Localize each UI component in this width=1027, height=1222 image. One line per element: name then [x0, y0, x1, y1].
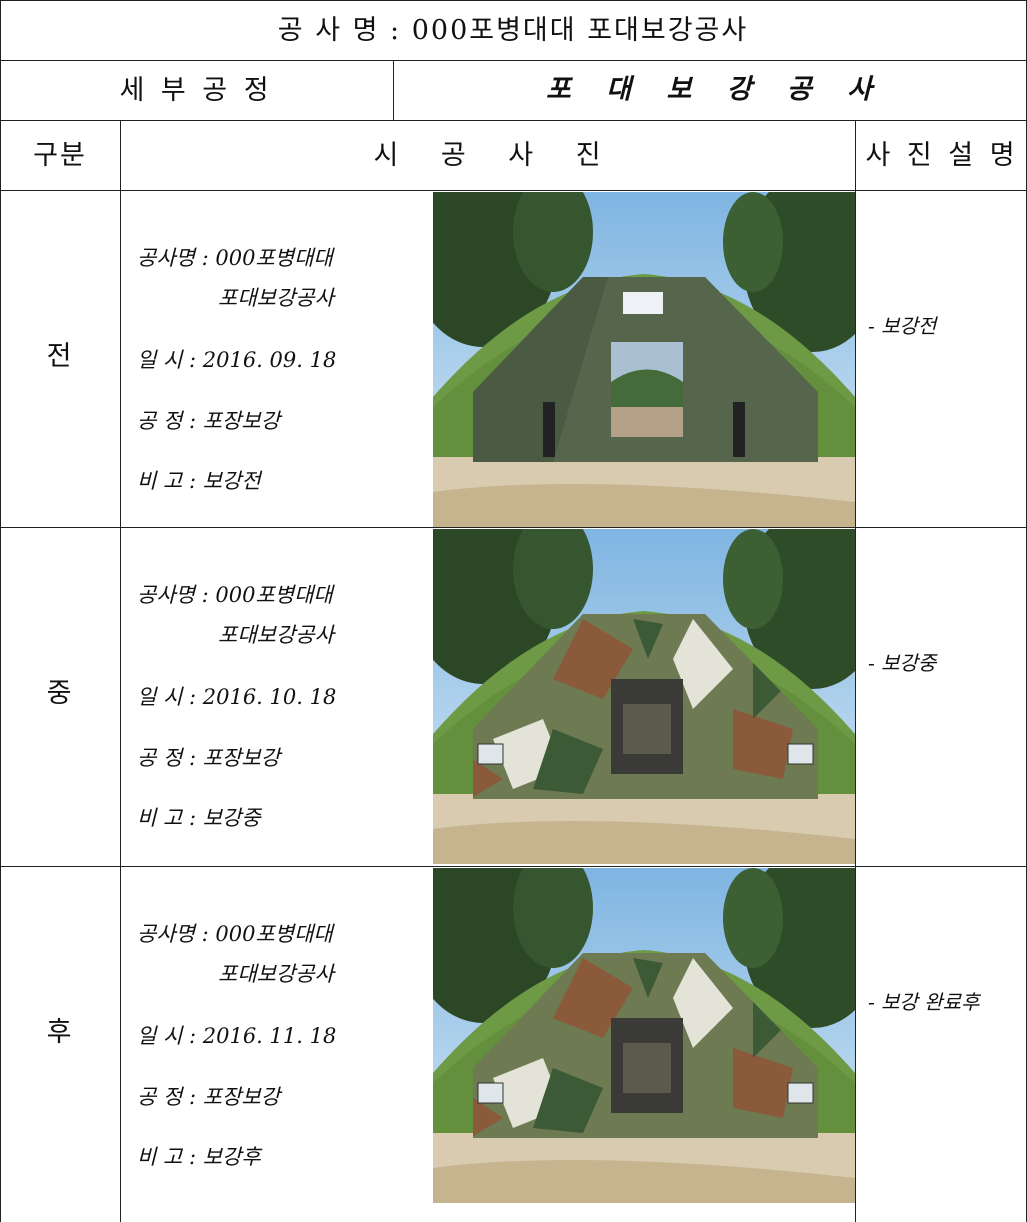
rule — [0, 866, 1027, 867]
bunker-image — [433, 529, 855, 864]
photo-info: 포대보강공사 — [218, 962, 334, 986]
photo-info: 공사명 : 000포병대대 — [137, 246, 333, 270]
stage-label: 후 — [46, 1017, 74, 1048]
photo-description: - 보강 완료후 — [868, 990, 980, 1014]
construction-photo — [433, 868, 855, 1203]
process-name: 포 대 보 강 공 사 — [545, 74, 875, 105]
bunker-image — [433, 192, 855, 527]
photo-info: 일 시 : 2016. 11. 18 — [137, 1024, 337, 1048]
photo-info: 비 고 : 보강전 — [137, 469, 261, 493]
rule — [0, 0, 1027, 1]
photo-info: 포대보강공사 — [218, 286, 334, 310]
construction-photo — [433, 192, 855, 527]
photo-description: - 보강전 — [868, 314, 937, 338]
column-header: 구분 — [33, 140, 87, 171]
rule — [393, 60, 394, 120]
photo-info: 공 정 : 포장보강 — [137, 1085, 281, 1109]
stage-label: 전 — [46, 341, 74, 372]
stage-label: 중 — [46, 678, 74, 709]
column-header: 시 공 사 진 — [373, 140, 603, 171]
photo-info: 비 고 : 보강후 — [137, 1145, 261, 1169]
rule — [0, 527, 1027, 528]
photo-info: 공사명 : 000포병대대 — [137, 922, 333, 946]
rule — [0, 120, 1027, 121]
project-title: 공 사 명 : 000포병대대 포대보강공사 — [277, 15, 749, 46]
rule — [0, 0, 1, 1222]
construction-photo — [433, 529, 855, 864]
rule — [0, 190, 1027, 191]
photo-info: 비 고 : 보강중 — [137, 806, 261, 830]
column-header: 사 진 설 명 — [865, 140, 1017, 171]
photo-info: 일 시 : 2016. 10. 18 — [137, 685, 337, 709]
rule — [120, 120, 121, 1222]
process-label: 세 부 공 정 — [119, 75, 273, 106]
photo-info: 공 정 : 포장보강 — [137, 409, 281, 433]
photo-info: 포대보강공사 — [218, 623, 334, 647]
bunker-image — [433, 868, 855, 1203]
photo-info: 공 정 : 포장보강 — [137, 746, 281, 770]
photo-info: 일 시 : 2016. 09. 18 — [137, 348, 337, 372]
rule — [0, 60, 1027, 61]
photo-info: 공사명 : 000포병대대 — [137, 583, 333, 607]
rule — [855, 120, 856, 1222]
photo-description: - 보강중 — [868, 651, 937, 675]
